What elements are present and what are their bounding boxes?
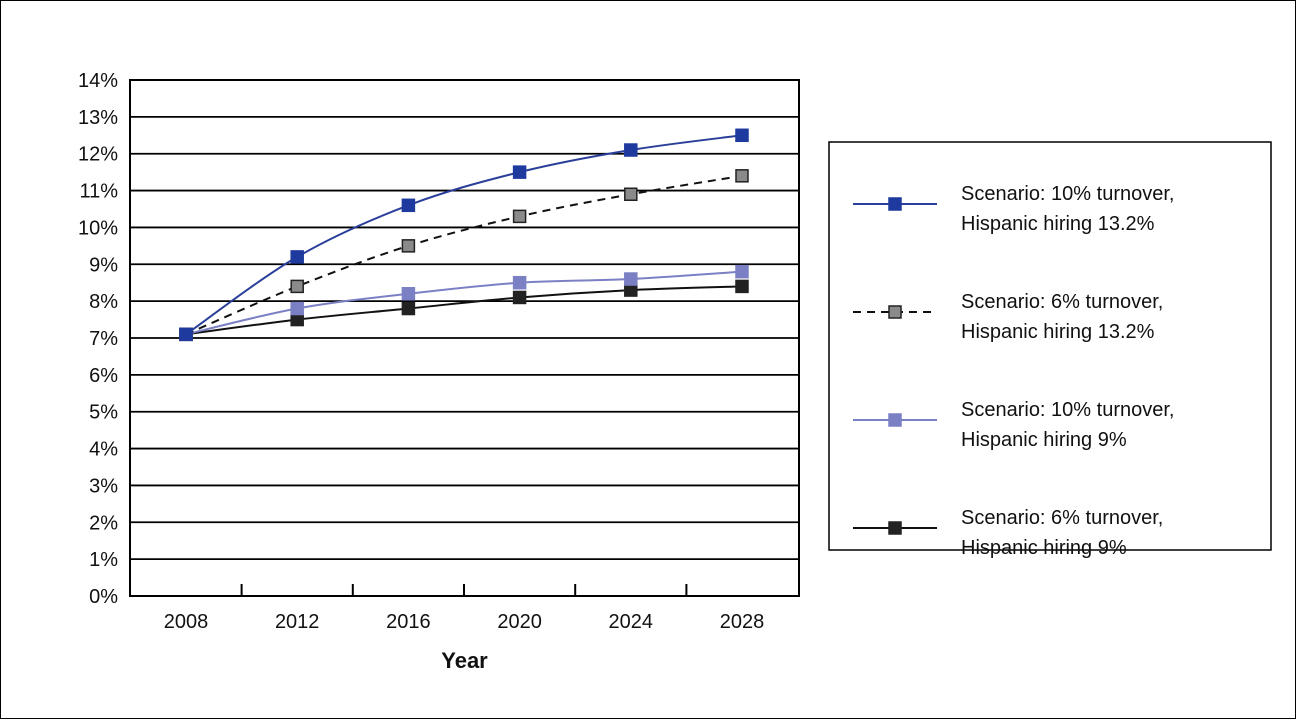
series-line — [185, 270, 743, 336]
x-tick-label: 2024 — [609, 611, 654, 633]
y-tick-label: 8% — [89, 291, 118, 313]
legend-label: Hispanic hiring 9% — [961, 429, 1127, 451]
data-point — [512, 275, 527, 290]
data-point — [401, 301, 416, 316]
data-point — [624, 143, 638, 157]
y-tick-label: 13% — [78, 107, 118, 129]
legend-box — [828, 141, 1272, 551]
legend: Scenario: 10% turnover, Hispanic hiring 1… — [828, 141, 1272, 559]
legend-item-3: Scenario: 10% turnover, Hispanic hiring 9… — [853, 399, 1174, 451]
legend-label: Scenario: 6% turnover, — [961, 507, 1163, 529]
series-line — [185, 285, 743, 336]
y-tick-label: 9% — [89, 254, 118, 276]
series-4 — [179, 279, 749, 342]
x-tick-label: 2020 — [497, 611, 542, 633]
data-point — [512, 209, 527, 224]
y-tick-label: 2% — [89, 512, 118, 534]
data-point — [290, 279, 304, 294]
series-group — [179, 128, 749, 342]
series-1 — [179, 128, 749, 342]
legend-label: Hispanic hiring 13.2% — [961, 213, 1155, 235]
y-tick-label: 11% — [79, 181, 118, 203]
data-point — [624, 187, 638, 202]
data-point — [624, 283, 638, 297]
legend-marker — [888, 197, 902, 211]
legend-label: Hispanic hiring 9% — [961, 537, 1127, 559]
data-point — [401, 239, 416, 253]
y-tick-label: 0% — [89, 586, 118, 608]
gridlines — [129, 79, 800, 597]
legend-label: Scenario: 10% turnover, — [961, 399, 1174, 421]
data-point — [401, 198, 416, 213]
y-axis-ticks: 0% 1% 2% 3% 4% 5% 6% 7% 8% 9% 10% 11% 12% 13% 14% — [78, 70, 118, 608]
data-point — [735, 128, 749, 143]
x-tick-label: 2016 — [386, 611, 431, 633]
y-tick-label: 10% — [78, 217, 118, 239]
legend-label: Hispanic hiring 13.2% — [961, 321, 1155, 343]
legend-item-1: Scenario: 10% turnover, Hispanic hiring 1… — [853, 183, 1174, 235]
y-tick-label: 4% — [89, 439, 118, 461]
data-point — [735, 279, 749, 294]
legend-label: Scenario: 6% turnover, — [961, 291, 1163, 313]
y-tick-label: 7% — [89, 328, 118, 350]
data-point — [290, 301, 304, 316]
x-axis-ticks: 2008 2012 2016 2020 2024 2028 — [164, 584, 765, 633]
legend-marker — [888, 413, 902, 427]
data-point — [179, 327, 193, 342]
x-axis-label: Year — [441, 648, 488, 673]
legend-item-4: Scenario: 6% turnover, Hispanic hiring 9% — [853, 507, 1163, 559]
legend-item-2: Scenario: 6% turnover, Hispanic hiring 13… — [853, 291, 1163, 343]
data-point — [735, 264, 749, 279]
series-line — [185, 174, 743, 336]
data-point — [401, 287, 416, 301]
y-tick-label: 5% — [89, 402, 118, 424]
data-point — [512, 290, 527, 305]
legend-marker — [888, 305, 902, 319]
y-tick-label: 14% — [78, 70, 118, 92]
data-point — [735, 169, 749, 183]
y-tick-label: 6% — [89, 365, 118, 387]
data-point — [512, 165, 527, 179]
x-tick-label: 2028 — [720, 611, 765, 633]
series-line — [185, 134, 743, 336]
x-tick-label: 2008 — [164, 611, 209, 633]
legend-label: Scenario: 10% turnover, — [961, 183, 1174, 205]
y-tick-label: 12% — [78, 144, 118, 166]
data-point — [290, 250, 304, 264]
data-point — [290, 312, 304, 327]
y-tick-label: 3% — [89, 475, 118, 497]
legend-marker — [888, 521, 902, 535]
y-tick-label: 1% — [89, 549, 118, 571]
x-tick-label: 2012 — [275, 611, 320, 633]
data-point — [624, 272, 638, 286]
